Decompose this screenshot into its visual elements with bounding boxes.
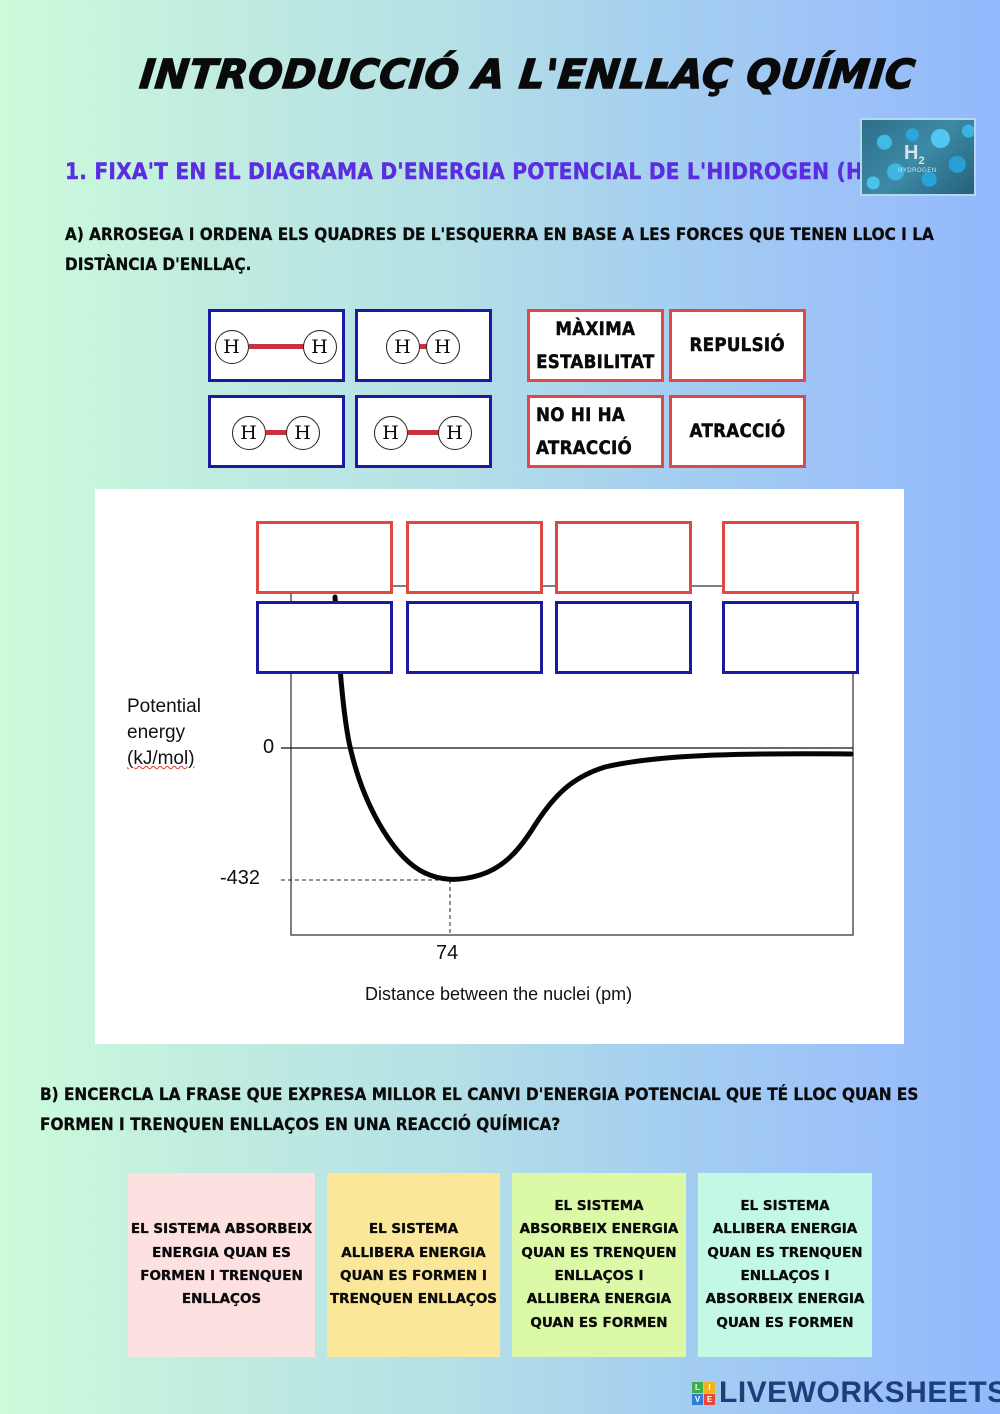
- option-text-line: ALLIBERA ENERGIA: [712, 1221, 858, 1238]
- drop-zone-molecule-2[interactable]: [406, 601, 543, 674]
- logo-letter: E: [704, 1393, 715, 1405]
- option-text-line: ALLIBERA ENERGIA: [341, 1244, 486, 1261]
- liveworksheets-brand[interactable]: L I V E LIVEWORKSHEETS: [692, 1376, 1000, 1410]
- option-text-line: QUAN ES FORMEN: [716, 1314, 854, 1331]
- drop-zone-molecule-4[interactable]: [722, 601, 859, 674]
- card-text-line: ATRACCIÓ: [536, 436, 632, 459]
- drop-zone-molecule-3[interactable]: [555, 601, 692, 674]
- drop-zone-molecule-1[interactable]: [256, 601, 393, 674]
- bond-line: [248, 343, 305, 349]
- y-axis-label-line: energy: [127, 722, 186, 743]
- logo-letter: V: [692, 1393, 703, 1405]
- bond-line: [419, 343, 428, 349]
- option-text-line: EL SISTEMA: [368, 1221, 459, 1238]
- option-text-line: EL SISTEMA: [740, 1198, 830, 1215]
- y-tick-minus-432: -432: [220, 867, 261, 889]
- option-text-line: ALLIBERA ENERGIA: [526, 1291, 672, 1308]
- potential-energy-chart: Potential energy (kJ/mol) 0 -432 74 Dist…: [95, 489, 904, 1044]
- card-text-line: NO HI HA: [536, 403, 626, 426]
- hydrogen-atom: H: [302, 329, 337, 364]
- drop-zone-force-2[interactable]: [406, 521, 543, 594]
- option-text-line: QUAN ES FORMEN I: [340, 1268, 487, 1284]
- option-text-line: QUAN ES TRENQUEN: [707, 1244, 863, 1261]
- card-text: REPULSIÓ: [689, 334, 786, 357]
- y-axis-label-line: (kJ/mol): [127, 748, 195, 769]
- hydrogen-atom: H: [373, 415, 408, 450]
- option-text-line: EL SISTEMA: [554, 1198, 644, 1215]
- option-text-line: ENERGIA QUAN ES: [152, 1244, 291, 1261]
- y-tick-0: 0: [263, 736, 275, 758]
- page-title: INTRODUCCIÓ A L'ENLLAÇ QUÍMIC: [137, 51, 918, 99]
- option-text-line: QUAN ES FORMEN: [530, 1314, 668, 1331]
- molecule-card-short-bond[interactable]: H H: [208, 395, 345, 468]
- option-text-line: ABSORBEIX ENERGIA: [519, 1221, 679, 1238]
- force-card-maxima-estabilitat[interactable]: MÀXIMA ESTABILITAT: [527, 309, 664, 382]
- drop-zone-force-3[interactable]: [555, 521, 692, 594]
- hydrogen-molecules-image: H2 HYDROGEN: [860, 118, 976, 196]
- force-card-atraccio[interactable]: ATRACCIÓ: [669, 395, 806, 468]
- card-text: ATRACCIÓ: [689, 420, 786, 443]
- option-text-line: QUAN ES TRENQUEN: [521, 1244, 677, 1261]
- x-tick-74: 74: [436, 942, 459, 964]
- option-text-line: ENLLAÇOS I: [740, 1268, 830, 1284]
- liveworksheets-logo-icon: L I V E: [692, 1381, 715, 1405]
- answer-option-4[interactable]: EL SISTEMA ALLIBERA ENERGIA QUAN ES TREN…: [698, 1173, 872, 1357]
- force-card-no-hi-ha-atraccio[interactable]: NO HI HA ATRACCIÓ: [527, 395, 664, 468]
- logo-letter: I: [704, 1381, 715, 1393]
- question-1-heading: 1. FIXA'T EN EL DIAGRAMA D'ENERGIA POTEN…: [65, 160, 888, 188]
- hydrogen-atom: H: [437, 415, 472, 450]
- option-text-line: EL SISTEMA ABSORBEIX: [130, 1221, 313, 1238]
- answer-option-1[interactable]: EL SISTEMA ABSORBEIX ENERGIA QUAN ES FOR…: [128, 1173, 315, 1357]
- part-b-question: B) ENCERCLA LA FRASE QUE EXPRESA MILLOR …: [40, 1085, 919, 1135]
- option-text-line: ENLLAÇOS I: [554, 1268, 644, 1284]
- force-card-repulsio[interactable]: REPULSIÓ: [669, 309, 806, 382]
- logo-letter: L: [692, 1381, 703, 1393]
- bond-line: [265, 429, 288, 435]
- card-text-line: ESTABILITAT: [536, 350, 655, 373]
- option-text-line: ENLLAÇOS: [181, 1291, 262, 1308]
- card-text-line: MÀXIMA: [555, 317, 636, 340]
- option-text-line: FORMEN I TRENQUEN: [140, 1268, 303, 1284]
- answer-option-2[interactable]: EL SISTEMA ALLIBERA ENERGIA QUAN ES FORM…: [327, 1173, 500, 1357]
- brand-name: LIVEWORKSHEETS: [719, 1376, 1000, 1409]
- y-axis-label-line: Potential: [127, 696, 201, 717]
- part-a-instruction: A) ARROSEGA I ORDENA ELS QUADRES DE L'ES…: [65, 225, 934, 275]
- option-text-line: TRENQUEN ENLLAÇOS: [329, 1291, 498, 1308]
- answer-option-3[interactable]: EL SISTEMA ABSORBEIX ENERGIA QUAN ES TRE…: [512, 1173, 686, 1357]
- molecule-card-medium-bond[interactable]: H H: [355, 395, 492, 468]
- molecule-card-very-short-bond[interactable]: H H: [355, 309, 492, 382]
- hydrogen-atom: H: [385, 329, 420, 364]
- drop-zone-force-4[interactable]: [722, 521, 859, 594]
- molecule-card-long-bond[interactable]: H H: [208, 309, 345, 382]
- hydrogen-caption: HYDROGEN: [898, 168, 937, 174]
- h2-label: H2: [904, 142, 925, 167]
- bond-line: [407, 429, 440, 435]
- y-axis-label: Potential energy (kJ/mol): [127, 694, 201, 772]
- drop-zone-force-1[interactable]: [256, 521, 393, 594]
- option-text-line: ABSORBEIX ENERGIA: [705, 1291, 865, 1308]
- hydrogen-atom: H: [425, 329, 460, 364]
- x-axis-label: Distance between the nuclei (pm): [365, 984, 633, 1004]
- hydrogen-atom: H: [285, 415, 320, 450]
- hydrogen-atom: H: [214, 329, 249, 364]
- hydrogen-atom: H: [231, 415, 266, 450]
